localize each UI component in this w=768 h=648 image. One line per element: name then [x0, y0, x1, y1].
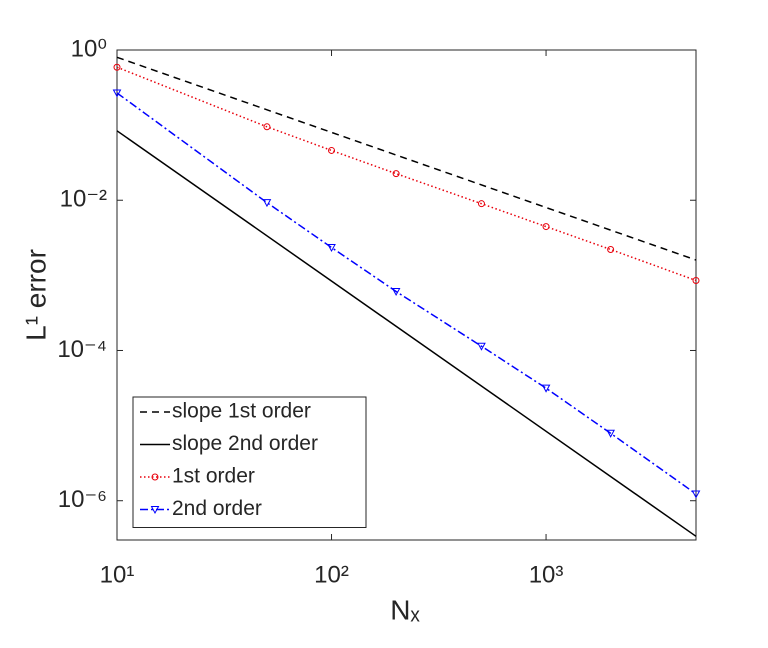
marker: [328, 146, 336, 154]
y-tick-label: 10⁻⁶: [58, 486, 107, 513]
marker: [542, 223, 550, 231]
marker: [151, 473, 159, 481]
legend-label: slope 1st order: [172, 400, 311, 423]
series-line: [116, 130, 697, 537]
marker: [692, 276, 700, 284]
x-tick-label: 10²: [314, 561, 349, 588]
x-tick-label: 10³: [529, 561, 564, 588]
marker: [477, 342, 486, 351]
y-tick-label: 10⁰: [71, 35, 107, 62]
series-line: [116, 56, 697, 261]
marker: [477, 200, 485, 208]
marker: [691, 490, 701, 499]
legend-label: 1st order: [172, 465, 255, 488]
marker: [327, 243, 336, 253]
legend-label: slope 2nd order: [172, 432, 318, 455]
marker: [391, 287, 401, 297]
marker: [606, 429, 615, 438]
x-axis-label: Nₓ: [390, 594, 420, 625]
marker: [113, 63, 121, 71]
marker: [150, 506, 160, 515]
y-tick-label: 10⁻²: [60, 186, 107, 213]
y-tick-label: 10⁻⁴: [57, 336, 107, 363]
legend-label: 2nd order: [172, 497, 262, 520]
series-line: [116, 92, 697, 495]
marker: [263, 123, 271, 131]
marker: [541, 384, 551, 393]
marker: [392, 170, 400, 178]
marker: [262, 199, 272, 208]
marker: [112, 89, 122, 98]
series-line: [116, 66, 697, 282]
marker: [607, 245, 615, 253]
x-tick-label: 10¹: [100, 561, 135, 588]
y-axis-label: L¹ error: [20, 249, 51, 341]
legend-box: [132, 396, 367, 528]
